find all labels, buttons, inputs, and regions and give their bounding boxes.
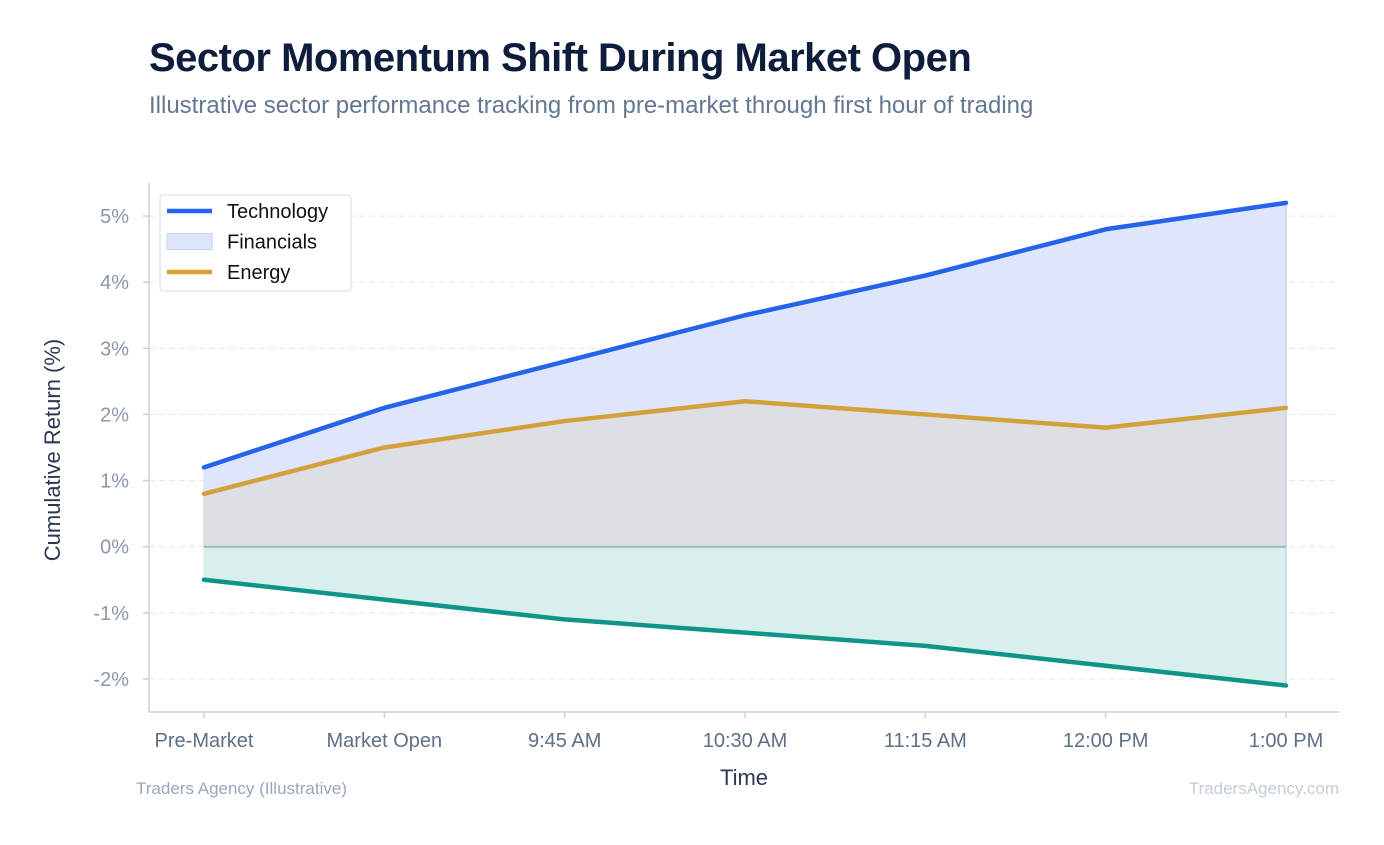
area-fills	[203, 202, 1287, 686]
legend-box	[159, 194, 352, 292]
x-tick-labels: Pre-Market Market Open 9:45 AM 10:30 AM 11:1…	[155, 730, 1324, 752]
x-tick-label: 11:15 AM	[884, 730, 967, 752]
y-tick-label: -2%	[93, 669, 129, 691]
legend: Technology Financials Energy	[159, 194, 352, 292]
y-tick-labels: -2% -1% 0% 1% 2% 3% 4% 5%	[93, 206, 129, 691]
x-tick-label: 9:45 AM	[528, 730, 601, 752]
series-line-technology	[201, 200, 1289, 470]
chart-subtitle: Illustrative sector performance tracking…	[149, 92, 1034, 119]
y-tick-label: 2%	[100, 404, 129, 426]
series-line-energy	[201, 398, 1289, 497]
x-tick-label: 12:00 PM	[1063, 730, 1149, 752]
y-tick-label: 0%	[100, 537, 129, 559]
footer-website: TradersAgency.com	[1188, 779, 1339, 798]
x-axis-label: Time	[720, 765, 768, 790]
y-tick-label: 5%	[100, 206, 129, 228]
series-lines	[201, 200, 1289, 688]
x-tick-label: Market Open	[327, 730, 443, 752]
legend-label-technology: Technology	[227, 201, 328, 223]
axes	[143, 183, 1339, 718]
x-tick-label: 10:30 AM	[703, 730, 788, 752]
y-tick-label: 4%	[100, 272, 129, 294]
legend-label-energy: Energy	[227, 262, 290, 284]
y-tick-label: 3%	[100, 338, 129, 360]
legend-label-financials: Financials	[227, 232, 317, 254]
area-financials	[204, 546, 1286, 686]
y-tick-label: 1%	[100, 471, 129, 493]
y-tick-label: -1%	[93, 603, 129, 625]
legend-swatch-financials	[166, 233, 213, 250]
y-axis-label: Cumulative Return (%)	[40, 339, 65, 562]
chart-title: Sector Momentum Shift During Market Open	[149, 36, 972, 80]
series-line-financials	[201, 577, 1289, 688]
footer-source: Traders Agency (Illustrative)	[136, 779, 347, 798]
x-tick-label: 1:00 PM	[1249, 730, 1323, 752]
area-energy	[204, 401, 1286, 547]
x-tick-label: Pre-Market	[155, 730, 254, 752]
